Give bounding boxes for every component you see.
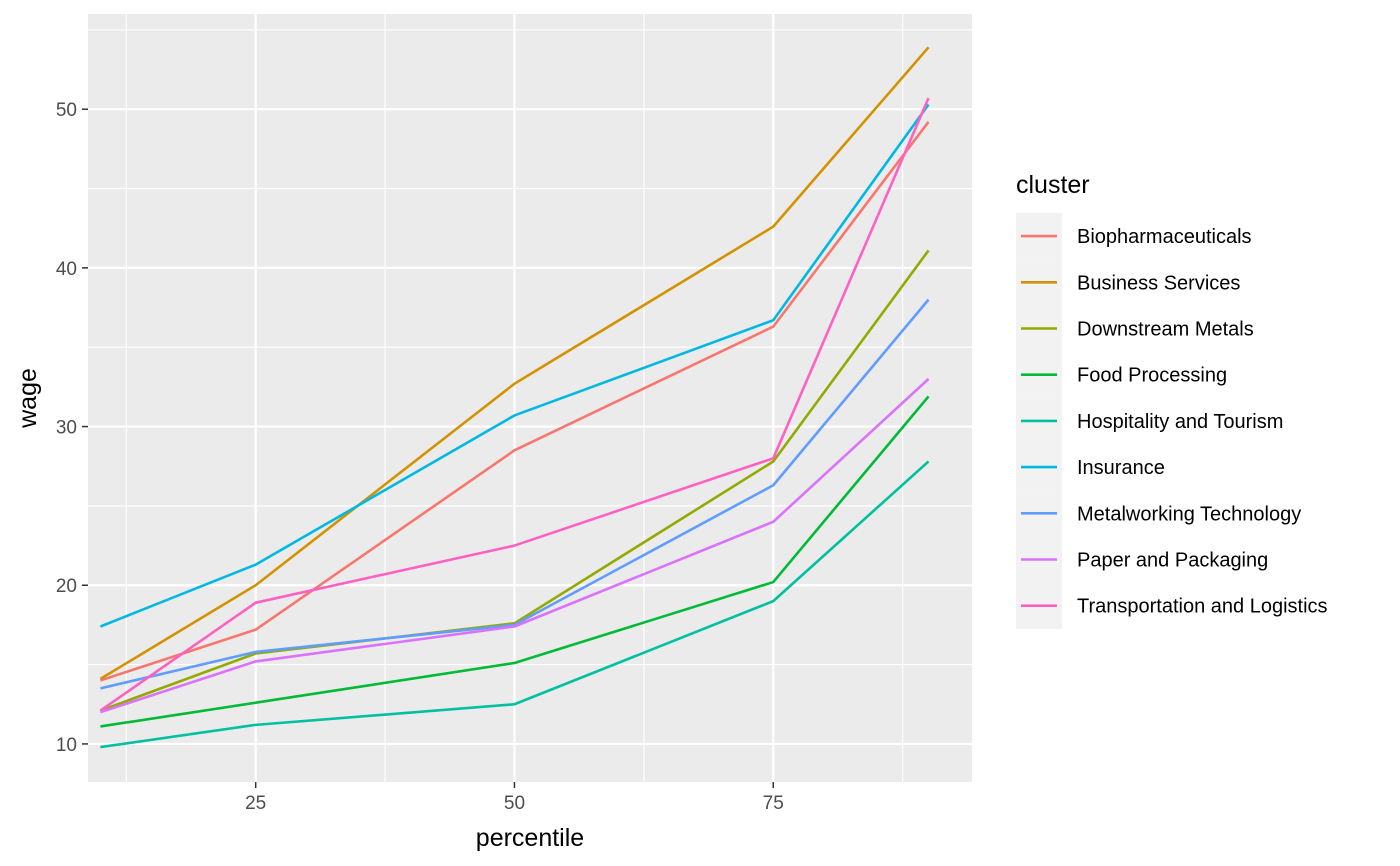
- x-tick-label: 25: [245, 793, 266, 814]
- series-line-transportation-and-logistics: [99, 97, 930, 712]
- legend-entry-label: Business Services: [1077, 272, 1240, 294]
- legend-entry-label: Paper and Packaging: [1077, 550, 1268, 572]
- series-line-downstream-metals: [99, 249, 930, 712]
- legend-entry-label: Metalworking Technology: [1077, 503, 1301, 525]
- y-tick-label: 10: [56, 735, 77, 756]
- legend-entry-label: Insurance: [1077, 457, 1165, 479]
- y-axis-title: wage: [14, 368, 42, 429]
- legend-title: cluster: [1016, 171, 1090, 199]
- series-line-food-processing: [100, 395, 930, 728]
- legend: cluster Biopharmaceuticals Business Servi…: [1016, 171, 1328, 629]
- y-tick-label: 20: [56, 576, 77, 597]
- axes: 25 50 75 10 20 30 40 50: [56, 100, 784, 814]
- series-line-metalworking-technology: [100, 298, 930, 690]
- legend-entry-label: Hospitality and Tourism: [1077, 411, 1283, 433]
- plot-panel: [88, 14, 972, 782]
- x-axis-title: percentile: [476, 824, 584, 852]
- series-line-biopharmaceuticals: [100, 121, 930, 682]
- legend-entry-label: Biopharmaceuticals: [1077, 226, 1252, 248]
- legend-entry-label: Downstream Metals: [1077, 319, 1254, 341]
- series-line-insurance: [99, 103, 930, 628]
- legend-entry-label: Food Processing: [1077, 365, 1227, 387]
- y-tick-label: 40: [56, 259, 77, 280]
- x-tick-label: 75: [763, 793, 784, 814]
- series-line-business-services: [99, 46, 930, 680]
- series-line-paper-and-packaging: [100, 378, 930, 714]
- series-lines: [99, 46, 930, 749]
- series-line-hospitality-and-tourism: [100, 460, 930, 749]
- x-tick-label: 50: [504, 793, 525, 814]
- y-tick-label: 50: [56, 100, 77, 121]
- panel-background: [88, 14, 972, 782]
- legend-entry-label: Transportation and Logistics: [1077, 596, 1328, 618]
- y-tick-label: 30: [56, 418, 77, 439]
